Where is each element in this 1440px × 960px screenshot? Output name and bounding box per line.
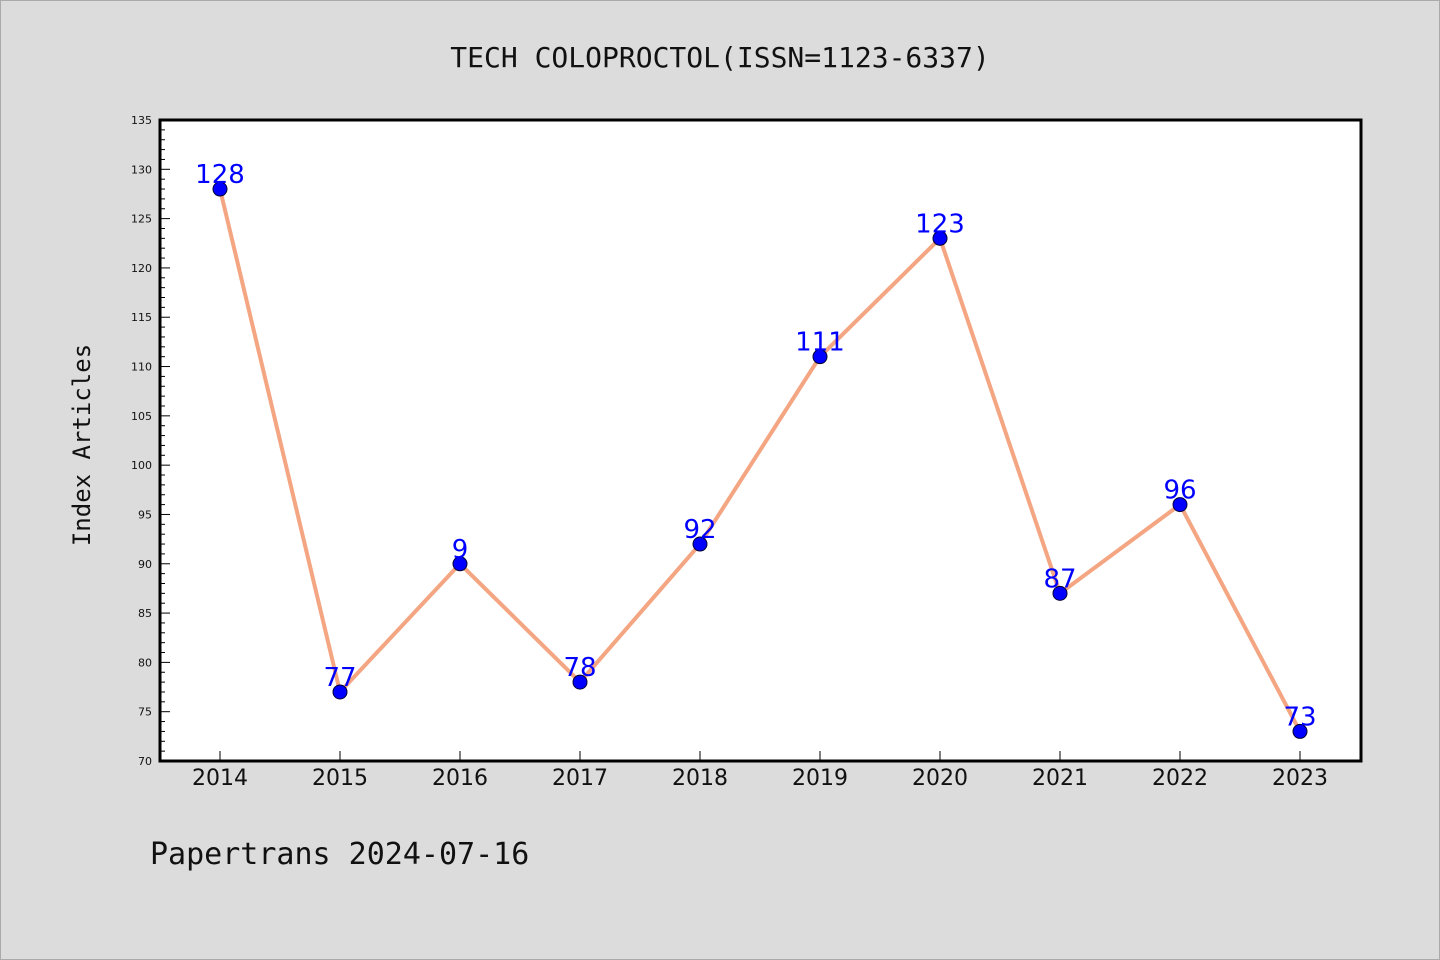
y-tick-label: 75 — [138, 706, 152, 719]
data-label: 96 — [1163, 476, 1196, 506]
data-label: 73 — [1283, 702, 1316, 732]
x-tick-label: 2019 — [792, 766, 848, 791]
x-tick-label: 2018 — [672, 766, 728, 791]
y-tick-label: 105 — [131, 410, 152, 423]
x-tick-label: 2014 — [192, 766, 248, 791]
data-label: 92 — [683, 515, 716, 545]
data-label: 9 — [452, 535, 469, 565]
x-tick-label: 2020 — [912, 766, 968, 791]
data-label: 128 — [195, 160, 245, 190]
x-tick-label: 2021 — [1032, 766, 1088, 791]
y-tick-label: 120 — [131, 262, 152, 275]
data-label: 87 — [1043, 564, 1076, 594]
footer-text: Papertrans 2024-07-16 — [150, 837, 529, 872]
x-tick-label: 2023 — [1272, 766, 1328, 791]
data-label: 111 — [795, 328, 845, 358]
y-tick-label: 100 — [131, 459, 152, 472]
y-tick-label: 85 — [138, 607, 152, 620]
y-tick-label: 130 — [131, 163, 152, 176]
y-tick-label: 115 — [131, 311, 152, 324]
y-axis-label: Index Articles — [68, 344, 96, 546]
chart-title: TECH COLOPROCTOL(ISSN=1123-6337) — [450, 41, 989, 74]
x-tick-label: 2022 — [1152, 766, 1208, 791]
data-label: 77 — [323, 663, 356, 693]
x-tick-label: 2015 — [312, 766, 368, 791]
data-label: 78 — [563, 653, 596, 683]
y-tick-label: 95 — [138, 508, 152, 521]
y-tick-label: 125 — [131, 213, 152, 226]
y-tick-label: 90 — [138, 558, 152, 571]
x-tick-label: 2016 — [432, 766, 488, 791]
y-tick-label: 80 — [138, 656, 152, 669]
y-tick-label: 70 — [138, 755, 152, 768]
data-label: 123 — [915, 209, 965, 239]
y-tick-label: 135 — [131, 114, 152, 127]
y-tick-label: 110 — [131, 361, 152, 374]
x-tick-label: 2017 — [552, 766, 608, 791]
